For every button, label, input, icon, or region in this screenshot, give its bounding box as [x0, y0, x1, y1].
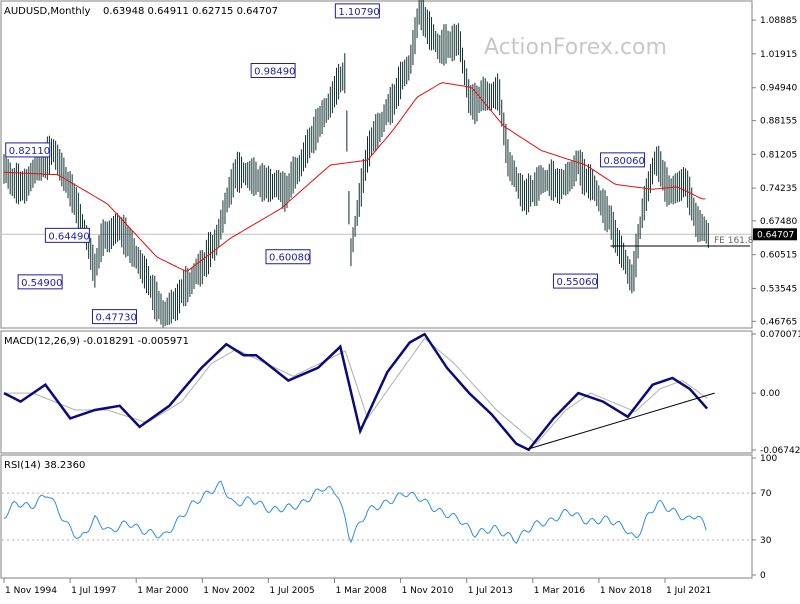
price-level-label-box — [600, 152, 646, 168]
price-level-label-box — [334, 3, 380, 19]
time-tick-label: 1 Jul 2021 — [666, 586, 711, 596]
price-tick-label: 0.60515 — [760, 251, 797, 261]
moving-average-line — [3, 82, 706, 272]
time-tick-label: 1 Nov 1994 — [5, 586, 57, 596]
macd-lines — [3, 332, 715, 452]
time-tick-label: 1 Mar 2008 — [336, 586, 388, 596]
time-tick-label: 1 Nov 2002 — [203, 586, 255, 596]
price-tick-label: 1.01915 — [760, 50, 797, 60]
price-annotations: 0.82110 0.64490 0.54900 0.47730 0.98490 0.600… — [5, 3, 754, 325]
watermark: ActionForex.com — [484, 35, 667, 60]
price-tick-label: 1.08885 — [760, 16, 797, 26]
rsi-levels — [2, 492, 752, 541]
price-tick-label: 0.53545 — [760, 284, 797, 294]
macd-panel — [0, 330, 753, 454]
time-tick-label: 1 Mar 2000 — [137, 586, 189, 596]
price-level-label-box — [91, 309, 137, 325]
macd-tick-label: -0.067423 — [760, 446, 800, 456]
time-tick-label: 1 Mar 2016 — [534, 586, 586, 596]
rsi-tick-label: 70 — [760, 489, 772, 499]
price-level-label: 0.82110 — [9, 146, 50, 157]
current-price-label: 0.64707 — [757, 230, 794, 240]
rsi-tick-label: 0 — [760, 571, 766, 581]
time-tick-label: 1 Nov 2010 — [402, 586, 454, 596]
macd-trendline — [526, 392, 715, 451]
price-level-label-box — [44, 227, 90, 243]
time-tick-label: 1 Jul 2013 — [468, 586, 513, 596]
price-level-label: 0.80060 — [604, 156, 645, 167]
macd-signal-line — [4, 337, 708, 445]
time-tick-label: 1 Nov 2018 — [600, 586, 652, 596]
moving-average — [3, 82, 706, 272]
macd-tick-label: 0.00 — [760, 389, 780, 399]
fe-level-label: FE 161.8 — [714, 236, 754, 246]
time-tick-label: 1 Jul 1997 — [71, 586, 116, 596]
price-level-label-box — [5, 142, 51, 158]
price-level-label: 1.10790 — [338, 7, 379, 18]
price-tick-label: 0.46765 — [760, 317, 797, 327]
price-level-label: 0.60080 — [269, 253, 310, 264]
price-tick-label: 0.67480 — [760, 217, 797, 227]
symbol-label: AUDUSD,Monthly — [4, 6, 91, 17]
price-level-label-box — [552, 273, 598, 289]
time-tick-label: 1 Jul 2005 — [269, 586, 314, 596]
price-level-label: 0.47730 — [95, 313, 136, 324]
price-level-label-box — [265, 249, 311, 265]
time-axis: 1 Nov 1994 1 Jul 1997 1 Mar 2000 1 Nov 2002… — [3, 578, 711, 596]
price-y-axis: 1.08885 1.01915 0.94940 0.88155 0.81205 0.742… — [752, 16, 797, 327]
rsi-y-axis: 100 70 30 0 — [752, 454, 777, 581]
price-level-label: 0.55060 — [556, 277, 597, 288]
rsi-line — [3, 480, 707, 545]
rsi-lines — [3, 480, 707, 545]
macd-tick-label: 0.070071 — [760, 330, 800, 340]
price-level-label: 0.64490 — [48, 231, 89, 242]
price-tick-label: 0.74235 — [760, 184, 797, 194]
rsi-tick-label: 100 — [760, 454, 777, 464]
price-level-label-box — [17, 274, 63, 290]
price-tick-label: 0.88155 — [760, 117, 797, 127]
price-bars — [3, 0, 709, 328]
price-level-label: 0.54900 — [21, 278, 62, 289]
macd-y-axis: 0.070071 0.00 -0.067423 — [752, 330, 800, 456]
price-level-label-box — [250, 63, 296, 79]
rsi-panel — [0, 454, 753, 579]
ohlc-label: 0.63948 0.64911 0.62715 0.64707 — [103, 6, 278, 17]
price-level-label: 0.98490 — [254, 67, 295, 78]
price-tick-label: 0.94940 — [760, 84, 797, 94]
rsi-title: RSI(14) 38.2360 — [4, 460, 85, 471]
price-tick-label: 0.81205 — [760, 150, 797, 160]
current-price-badge — [753, 228, 797, 241]
macd-title: MACD(12,26,9) -0.018291 -0.005971 — [4, 336, 189, 347]
rsi-tick-label: 30 — [760, 536, 772, 546]
macd-main-line — [3, 332, 709, 452]
